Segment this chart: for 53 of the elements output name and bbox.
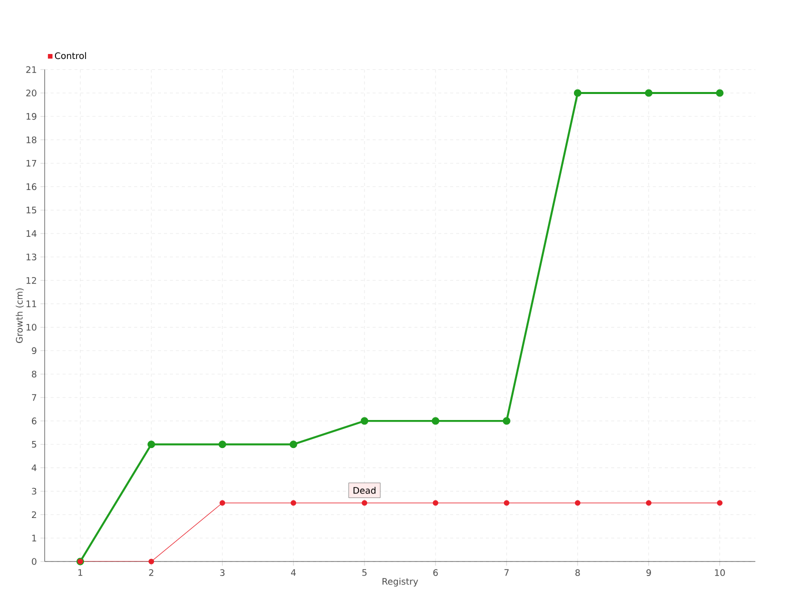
point bbox=[432, 500, 438, 506]
x-tick-label: 3 bbox=[220, 569, 224, 576]
y-tick-label: 8 bbox=[32, 370, 36, 378]
y-tick-label: 9 bbox=[32, 347, 36, 354]
point bbox=[148, 440, 156, 448]
point bbox=[716, 500, 723, 506]
point bbox=[360, 417, 368, 425]
point bbox=[574, 500, 580, 506]
point bbox=[218, 440, 226, 448]
point bbox=[574, 89, 582, 97]
y-axis-title: Growth (cm) bbox=[16, 288, 24, 343]
y-tick-label: 0 bbox=[32, 558, 36, 565]
y-tick-label: 21 bbox=[26, 66, 36, 73]
y-tick-label: 15 bbox=[26, 206, 36, 214]
x-axis-title: Registry bbox=[382, 578, 418, 586]
point bbox=[646, 500, 652, 506]
annotation: Dead bbox=[354, 486, 376, 494]
point bbox=[220, 500, 226, 506]
y-tick-label: 7 bbox=[32, 394, 36, 401]
y-tick-label: 6 bbox=[32, 417, 36, 424]
y-tick-label: 5 bbox=[32, 440, 36, 448]
point bbox=[502, 417, 510, 425]
legend-label: Control bbox=[54, 52, 86, 59]
point bbox=[290, 500, 296, 506]
point bbox=[432, 417, 440, 425]
x-tick-label: 6 bbox=[433, 569, 438, 576]
y-tick-label: 11 bbox=[26, 300, 36, 307]
y-tick-label: 16 bbox=[26, 183, 36, 190]
x-tick-label: 9 bbox=[646, 569, 651, 576]
y-tick-label: 10 bbox=[26, 324, 36, 330]
y-tick-label: 3 bbox=[32, 488, 36, 494]
point bbox=[290, 440, 298, 448]
x-tick-label: 4 bbox=[291, 569, 296, 576]
x-tick-label: 1 bbox=[78, 569, 82, 576]
y-tick-label: 20 bbox=[26, 89, 36, 96]
point bbox=[504, 500, 510, 506]
x-tick-label: 2 bbox=[149, 569, 154, 576]
y-tick-label: 12 bbox=[26, 276, 36, 284]
point bbox=[644, 89, 652, 97]
y-tick-label: 1 bbox=[32, 534, 36, 542]
x-tick-label: 5 bbox=[362, 569, 367, 576]
x-tick-label: 10 bbox=[715, 569, 725, 576]
y-tick-label: 2 bbox=[32, 511, 36, 518]
y-tick-label: 14 bbox=[26, 230, 36, 237]
point bbox=[148, 558, 154, 564]
y-tick-label: 4 bbox=[32, 464, 36, 471]
y-tick-label: 18 bbox=[26, 136, 36, 144]
y-tick-label: 13 bbox=[26, 253, 36, 260]
y-tick-label: 19 bbox=[26, 112, 36, 120]
point bbox=[716, 89, 724, 97]
y-tick-label: 17 bbox=[26, 160, 36, 166]
x-tick-label: 8 bbox=[575, 569, 580, 576]
x-tick-label: 7 bbox=[504, 569, 509, 576]
